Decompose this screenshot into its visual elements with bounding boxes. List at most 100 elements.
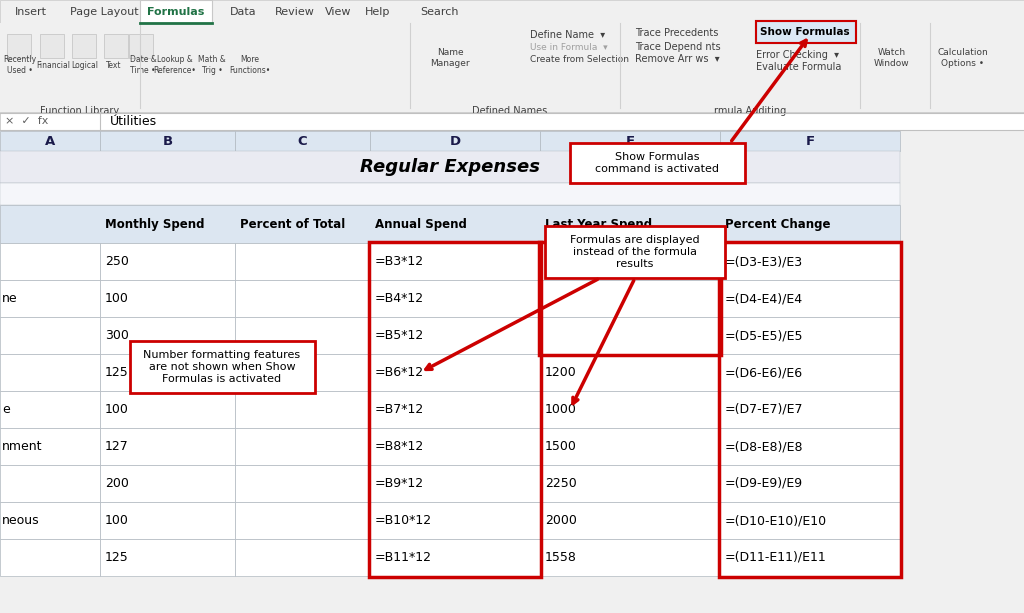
Text: ne: ne <box>2 292 17 305</box>
Bar <box>100 280 234 317</box>
Text: E: E <box>626 134 635 148</box>
Bar <box>38 33 68 73</box>
Text: C: C <box>298 134 307 148</box>
Bar <box>720 539 900 576</box>
Text: Data: Data <box>230 7 257 17</box>
Text: Evaluate Formula: Evaluate Formula <box>756 62 842 72</box>
Bar <box>234 465 370 502</box>
Text: 2250: 2250 <box>545 477 577 490</box>
Bar <box>720 354 900 391</box>
Text: Formulas: Formulas <box>147 7 205 17</box>
Text: Watch
Window: Watch Window <box>874 48 909 67</box>
Text: Recently
Used •: Recently Used • <box>3 55 37 75</box>
Bar <box>0 0 1024 23</box>
Text: Number formatting features
are not shown when Show
Formulas is activated: Number formatting features are not shown… <box>143 351 301 384</box>
Text: Regular Expenses: Regular Expenses <box>360 158 540 176</box>
Bar <box>370 131 540 151</box>
Bar <box>100 539 234 576</box>
Bar <box>234 391 370 428</box>
Bar <box>720 280 900 317</box>
Text: =(D7-E7)/E7: =(D7-E7)/E7 <box>725 403 804 416</box>
Text: ×  ✓  fx: × ✓ fx <box>5 116 48 126</box>
Text: Create from Selection: Create from Selection <box>530 55 629 64</box>
Bar <box>100 243 234 280</box>
Bar <box>420 36 480 80</box>
Text: =B4*12: =B4*12 <box>375 292 424 305</box>
Text: 2000: 2000 <box>545 514 577 527</box>
Text: 127: 127 <box>105 440 129 453</box>
Text: =(D5-E5)/E5: =(D5-E5)/E5 <box>725 329 804 342</box>
Text: =(D9-E9)/E9: =(D9-E9)/E9 <box>725 477 803 490</box>
Text: rmula Auditing: rmula Auditing <box>714 106 786 116</box>
Bar <box>370 354 540 391</box>
Bar <box>540 428 720 465</box>
Text: 3000: 3000 <box>545 255 577 268</box>
Text: 125: 125 <box>105 551 129 564</box>
Text: 100: 100 <box>105 514 129 527</box>
Text: =(D4-E4)/E4: =(D4-E4)/E4 <box>725 292 803 305</box>
Bar <box>370 465 540 502</box>
Bar <box>540 280 720 317</box>
Bar <box>72 34 96 58</box>
Text: Logical: Logical <box>72 61 98 69</box>
Text: Show Formulas
command is activated: Show Formulas command is activated <box>595 152 719 174</box>
Text: 1000: 1000 <box>545 403 577 416</box>
Text: Search: Search <box>420 7 459 17</box>
Bar <box>370 317 540 354</box>
Bar <box>129 34 153 58</box>
Bar <box>540 391 720 428</box>
Text: 1500: 1500 <box>545 440 577 453</box>
Bar <box>130 341 315 393</box>
Text: Calculation
Options •: Calculation Options • <box>938 48 988 67</box>
Text: Remove Arr ws  ▾: Remove Arr ws ▾ <box>635 54 720 64</box>
Bar <box>370 391 540 428</box>
Text: Utilities: Utilities <box>110 115 157 128</box>
Bar <box>756 21 856 43</box>
Text: Math &
Trig •: Math & Trig • <box>198 55 226 75</box>
Bar <box>5 33 35 73</box>
Text: 250: 250 <box>105 255 129 268</box>
Text: =(D6-E6)/E6: =(D6-E6)/E6 <box>725 366 803 379</box>
Bar <box>234 243 370 280</box>
Bar <box>0 539 100 576</box>
Text: =(D10-E10)/E10: =(D10-E10)/E10 <box>725 514 827 527</box>
Bar <box>370 428 540 465</box>
Text: Define Name  ▾: Define Name ▾ <box>530 30 605 40</box>
Bar <box>234 428 370 465</box>
Text: Last Year Spend: Last Year Spend <box>545 218 652 230</box>
Bar <box>0 428 100 465</box>
Text: Date &
Time •: Date & Time • <box>130 55 157 75</box>
Text: Review: Review <box>275 7 314 17</box>
Text: neous: neous <box>2 514 40 527</box>
Text: =B3*12: =B3*12 <box>375 255 424 268</box>
Text: Defined Names: Defined Names <box>472 106 548 116</box>
Bar <box>540 502 720 539</box>
Bar <box>370 539 540 576</box>
Text: =B10*12: =B10*12 <box>375 514 432 527</box>
Text: Lookup &
Reference•: Lookup & Reference• <box>154 55 197 75</box>
Bar <box>104 34 128 58</box>
Text: Financial: Financial <box>36 61 70 69</box>
Bar <box>234 280 370 317</box>
Bar <box>370 243 540 280</box>
Text: A: A <box>45 134 55 148</box>
Bar <box>0 354 100 391</box>
Bar <box>0 131 100 151</box>
Text: 100: 100 <box>105 292 129 305</box>
Text: D: D <box>450 134 461 148</box>
Text: =B8*12: =B8*12 <box>375 440 424 453</box>
Bar <box>100 391 234 428</box>
Bar <box>720 502 900 539</box>
Bar <box>234 354 370 391</box>
Text: 100: 100 <box>105 403 129 416</box>
Bar <box>0 183 900 205</box>
Text: e: e <box>2 403 10 416</box>
Bar <box>540 317 720 354</box>
Bar <box>100 354 234 391</box>
Bar <box>234 131 370 151</box>
Bar <box>720 391 900 428</box>
Bar <box>0 243 100 280</box>
Bar <box>0 391 100 428</box>
Text: 1558: 1558 <box>545 551 577 564</box>
Text: Insert: Insert <box>15 7 47 17</box>
